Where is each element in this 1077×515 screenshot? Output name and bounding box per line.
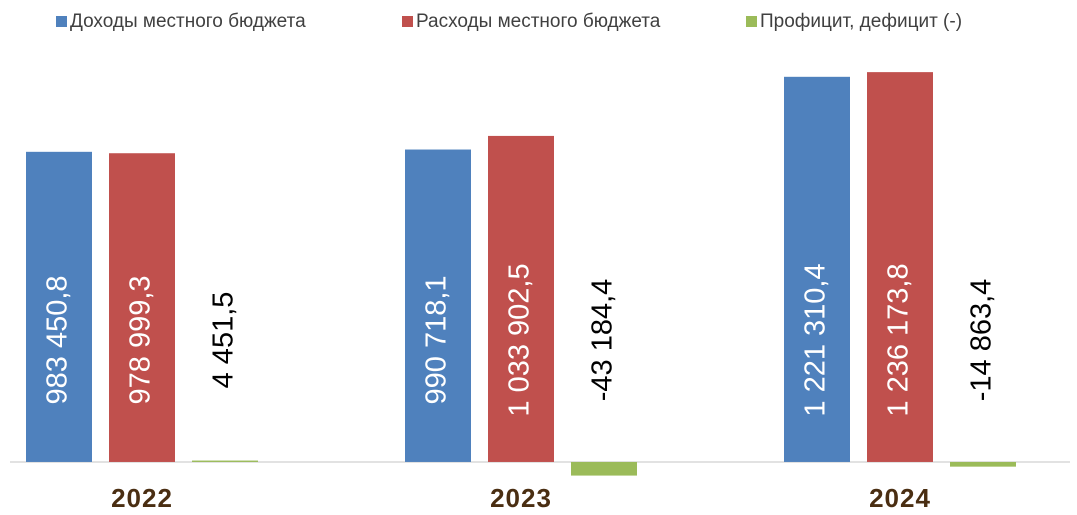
- bar: [26, 151, 92, 462]
- data-label: 990 718,1: [421, 275, 453, 404]
- bar: [571, 461, 637, 476]
- bar: [950, 461, 1016, 467]
- x-tick-label: 2022: [111, 483, 173, 513]
- legend-swatch: [402, 16, 413, 27]
- legend-label: Расходы местного бюджета: [416, 11, 661, 32]
- data-label: 978 999,3: [125, 275, 157, 404]
- legend-label: Профицит, дефицит (-): [760, 11, 962, 32]
- bar: [488, 135, 554, 462]
- data-label: 1 236 173,8: [883, 263, 915, 416]
- data-label: 1 033 902,5: [504, 263, 536, 416]
- bar: [867, 72, 933, 462]
- legend-swatch: [746, 16, 757, 27]
- data-label: -14 863,4: [966, 279, 998, 402]
- bar: [109, 153, 175, 462]
- x-tick-label: 2024: [869, 483, 931, 513]
- data-label: 983 450,8: [42, 275, 74, 404]
- bar: [405, 149, 471, 462]
- legend-swatch: [56, 16, 67, 27]
- data-label: 1 221 310,4: [800, 263, 832, 416]
- data-label: -43 184,4: [587, 279, 619, 402]
- x-tick-label: 2023: [490, 483, 552, 513]
- data-label: 4 451,5: [208, 292, 240, 389]
- legend-label: Доходы местного бюджета: [70, 11, 306, 32]
- bar: [784, 76, 850, 462]
- bar: [192, 460, 258, 462]
